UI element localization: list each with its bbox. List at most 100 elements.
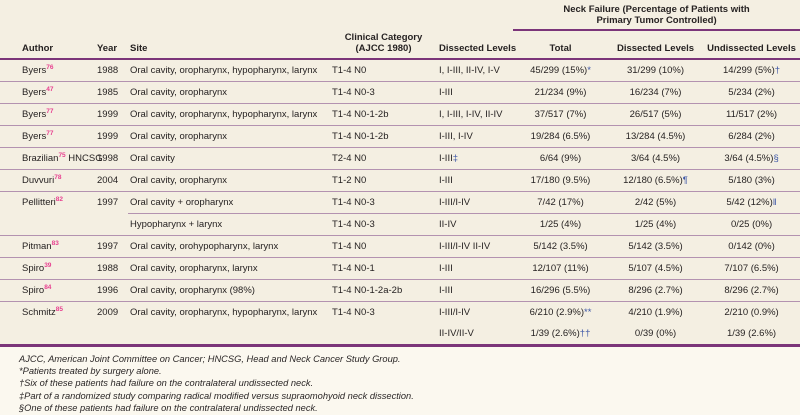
footnote-marker-link[interactable]: † (774, 65, 781, 76)
clinical-category-cell: T1-4 N0-1-2b (330, 103, 437, 126)
footnotes-block: AJCC, American Joint Committee on Cancer… (0, 347, 800, 415)
dissected-value: 31/299 (10%) (626, 65, 685, 76)
year-cell: 1999 (95, 103, 128, 126)
footnote-line: ‡Part of a randomized study comparing ra… (19, 390, 414, 401)
citation-reference-link[interactable]: 39 (44, 261, 52, 269)
footnote-marker-link[interactable]: * (587, 65, 591, 76)
table-row: Brazilian75 HNCSG 1998 Oral cavity T2-4 … (0, 147, 800, 170)
site-cell: Oral cavity, oropharynx (128, 81, 330, 104)
total-value: 17/180 (9.5%) (530, 175, 591, 186)
dissected-failure-cell: 3/64 (4.5%) (608, 147, 704, 170)
table-row: II-IV/II-V 1/39 (2.6%)†† 0/39 (0%) 1/39 … (0, 323, 800, 344)
author-cell: Spiro39 (0, 257, 95, 280)
site-cell: Oral cavity (128, 147, 330, 170)
site-cell: Oral cavity, oropharynx, hypopharynx, la… (130, 65, 318, 76)
table-row: Spiro84 1996 Oral cavity, oropharynx (98… (0, 279, 800, 302)
author-cell: Schmitz85 (0, 301, 95, 323)
undissected-failure-cell: 5/234 (2%) (703, 81, 800, 104)
total-failure-cell: 45/299 (15%)* (513, 59, 608, 82)
author-name: Byers (22, 131, 47, 142)
dissected-value: 26/517 (5%) (629, 109, 682, 120)
levels-value: I-III (439, 87, 453, 98)
total-failure-cell: 21/234 (9%) (513, 81, 609, 104)
dissected-failure-cell: 5/107 (4.5%) (608, 257, 704, 280)
citation-reference-link[interactable]: 77 (46, 129, 54, 137)
dissected-failure-cell: 8/296 (2.7%) (608, 279, 704, 302)
undissected-failure-cell: 6/284 (2%) (703, 125, 800, 148)
clinical-category-cell: T1-4 N0-3 (330, 81, 437, 104)
site-cell (128, 323, 330, 344)
year-cell: 1988 (97, 65, 119, 76)
citation-reference-link[interactable]: 75 (58, 151, 66, 159)
dissected-levels-cell: I-III/I-IV (437, 301, 514, 323)
dissected-levels-cell: I-III, I-IV (437, 125, 514, 148)
author-name: Spiro (22, 263, 45, 274)
citation-reference-link[interactable]: 76 (46, 63, 54, 71)
undissected-failure-cell: 1/39 (2.6%) (703, 323, 800, 344)
footnote-line: †Six of these patients had failure on th… (19, 378, 314, 389)
undissected-value: 3/64 (4.5%) (724, 153, 774, 164)
clinical-category-cell: T2-4 N0 (330, 147, 437, 170)
dissected-levels-cell: I-III/I-IV (437, 191, 514, 214)
neck-failure-table: Neck Failure (Percentage of Patients wit… (0, 0, 800, 344)
clinical-category-cell: T1-4 N0-3 (330, 213, 437, 236)
citation-reference-link[interactable]: 78 (54, 173, 62, 181)
col-header-year: Year (95, 30, 128, 60)
levels-value: I-III (439, 153, 453, 164)
span-header-label: Neck Failure (Percentage of Patients wit… (563, 4, 750, 26)
footnote-marker-link[interactable]: ** (584, 307, 592, 318)
table-row: Duvvuri78 2004 Oral cavity, oropharynx T… (0, 169, 800, 192)
footnote-line: *Patients treated by surgery alone. (19, 366, 162, 377)
citation-reference-link[interactable]: 82 (55, 196, 64, 204)
author-cell: Duvvuri78 (0, 169, 95, 192)
author-name: Byers (22, 65, 47, 76)
total-failure-cell: 19/284 (6.5%) (513, 125, 609, 148)
citation-reference-link[interactable]: 77 (46, 107, 54, 115)
total-value: 16/296 (5.5%) (530, 285, 591, 296)
dissected-levels-cell: I, I-III, II-IV, I-V (437, 59, 513, 82)
levels-value: I-III/I-IV (439, 197, 471, 208)
undissected-failure-cell: 7/107 (6.5%) (703, 257, 800, 280)
footnote-marker-link[interactable]: ‡ (452, 153, 459, 164)
site-cell: Oral cavity, oropharynx (128, 125, 330, 148)
levels-value: I, I-III, I-IV, II-IV (439, 109, 503, 120)
dissected-value: 12/180 (6.5%) (623, 175, 683, 186)
dissected-value: 8/296 (2.7%) (628, 285, 683, 296)
clinical-category-cell: T1-4 N0 (332, 65, 367, 76)
total-failure-cell: 37/517 (7%) (513, 103, 609, 126)
undissected-value: 5/234 (2%) (728, 87, 775, 98)
undissected-failure-cell: 11/517 (2%) (703, 103, 800, 126)
dissected-failure-cell: 31/299 (10%) (608, 59, 703, 82)
clinical-category-cell: T1-4 N0-1-2a-2b (330, 279, 437, 302)
clinical-category-cell: T1-4 N0-3 (330, 301, 437, 323)
total-value: 1/25 (4%) (539, 219, 582, 230)
footnote-marker-link[interactable]: ¶ (682, 175, 688, 186)
footnote-marker-link[interactable]: ‖ (772, 197, 777, 208)
footnote-marker-link[interactable]: †† (579, 328, 591, 339)
year-cell (95, 214, 128, 236)
citation-reference-link[interactable]: 84 (44, 283, 52, 291)
dissected-levels-cell: II-IV/II-V (437, 323, 513, 344)
dissected-value: 2/42 (5%) (634, 197, 677, 208)
total-value: 6/210 (2.9%) (529, 307, 585, 318)
col-header-site: Site (128, 30, 330, 60)
clinical-category-cell: T1-4 N0-3 (330, 191, 437, 214)
total-value: 6/64 (9%) (539, 153, 582, 164)
site-cell: Oral cavity, orohypopharynx, larynx (128, 235, 330, 258)
citation-reference-link[interactable]: 47 (46, 85, 54, 93)
undissected-value: 6/284 (2%) (728, 131, 775, 142)
author-name: Duvvuri (22, 175, 55, 186)
levels-value: II-IV (439, 219, 457, 230)
footnote-line: §One of these patients had failure on th… (19, 402, 318, 413)
dissected-failure-cell: 1/25 (4%) (608, 213, 704, 236)
total-failure-cell: 17/180 (9.5%) (513, 169, 609, 192)
undissected-failure-cell: 3/64 (4.5%)§ (703, 147, 800, 170)
citation-reference-link[interactable]: 85 (55, 305, 64, 313)
citation-reference-link[interactable]: 83 (51, 239, 59, 247)
year-cell: 1999 (95, 125, 128, 148)
author-cell: Spiro84 (0, 279, 95, 302)
footnote-marker-link[interactable]: § (773, 153, 779, 164)
clinical-category-cell: T1-4 N0-1 (330, 257, 437, 280)
col-header-failure-undissected: Undissected Levels (703, 30, 800, 60)
year-cell: 1997 (95, 235, 128, 258)
